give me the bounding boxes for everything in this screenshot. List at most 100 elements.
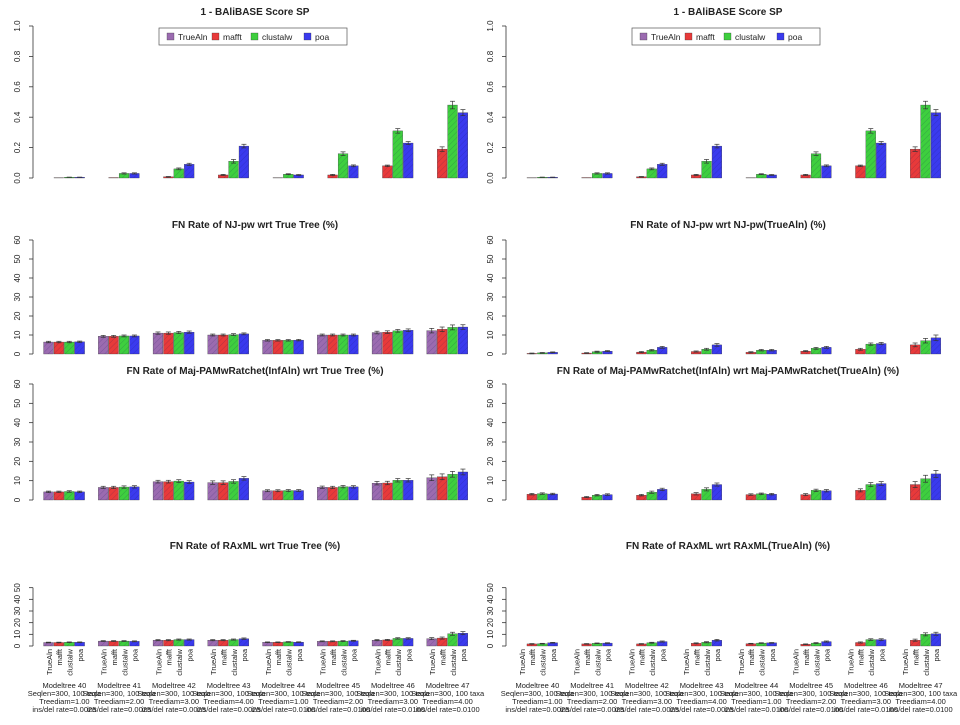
group-param-label: ins/del rate=0.0100 [416, 705, 480, 714]
bar-hatch [184, 332, 194, 354]
bar-hatch [184, 640, 194, 646]
y-tick-label: 50 [13, 254, 22, 263]
y-tick-label: 50 [486, 398, 495, 407]
y-tick-label: 0.8 [13, 50, 22, 62]
bar-hatch [273, 491, 283, 500]
bar-hatch [338, 154, 348, 178]
bar-hatch [174, 333, 184, 354]
y-tick-label: 50 [486, 254, 495, 263]
x-tick-label: clustalw [867, 648, 876, 675]
y-tick-label: 20 [13, 311, 22, 320]
y-tick-label: 10 [486, 330, 495, 339]
x-tick-label: TrueAln [264, 649, 273, 675]
bar-hatch [427, 331, 437, 354]
bar-hatch [263, 340, 273, 354]
legend-swatch-clustalw [724, 33, 731, 40]
x-tick-label: mafft [274, 648, 283, 665]
y-tick-label: 20 [13, 456, 22, 465]
bar-hatch [855, 166, 865, 178]
bar-hatch [349, 487, 359, 500]
bar-hatch [218, 335, 228, 354]
y-tick-label: 0.6 [486, 81, 495, 93]
chart-title: FN Rate of Maj-PAMwRatchet(InfAln) wrt T… [126, 366, 383, 377]
bar-hatch [458, 327, 468, 354]
x-tick-label: TrueAln [319, 649, 328, 675]
x-tick-label: poa [240, 648, 249, 661]
bar-hatch [931, 113, 941, 178]
bar-hatch [75, 492, 85, 500]
legend-label: TrueAln [651, 32, 681, 42]
x-tick-label: clustalw [339, 648, 348, 675]
x-tick-label: clustalw [449, 648, 458, 675]
bar-hatch [98, 487, 108, 500]
legend-label: clustalw [262, 32, 293, 42]
bar-hatch [876, 484, 886, 500]
y-tick-label: 30 [13, 437, 22, 446]
x-tick-label: clustalw [175, 648, 184, 675]
x-tick-label: mafft [438, 648, 447, 665]
bar-hatch [712, 146, 722, 178]
x-tick-label: TrueAln [627, 649, 636, 675]
y-tick-label: 40 [13, 418, 22, 427]
bar-hatch [338, 335, 348, 354]
bar-hatch [119, 487, 129, 500]
bar-hatch [657, 164, 667, 178]
x-tick-label: clustalw [648, 648, 657, 675]
y-tick-label: 30 [486, 292, 495, 301]
bar-hatch [702, 161, 712, 178]
bar-hatch [448, 105, 458, 178]
x-tick-label: mafft [55, 648, 64, 665]
x-tick-label: mafft [692, 648, 701, 665]
y-tick-label: 0.8 [486, 50, 495, 62]
bar-hatch [328, 487, 338, 500]
bar-hatch [54, 342, 64, 354]
bar-hatch [153, 482, 163, 500]
x-tick-label: TrueAln [100, 649, 109, 675]
x-tick-label: clustalw [120, 648, 129, 675]
chart-panel-5: FN Rate of Maj-PAMwRatchet(InfAln) wrt T… [13, 366, 468, 502]
x-tick-label: poa [185, 648, 194, 661]
x-tick-label: poa [768, 648, 777, 661]
x-tick-label: mafft [583, 648, 592, 665]
x-tick-label: poa [932, 648, 941, 661]
y-tick-label: 10 [13, 629, 22, 638]
y-tick-label: 60 [13, 235, 22, 244]
x-tick-label: clustalw [922, 648, 931, 675]
group-param-label: ins/del rate=0.0100 [889, 705, 953, 714]
bar-hatch [393, 638, 403, 646]
bar-hatch [263, 491, 273, 500]
y-tick-label: 10 [13, 330, 22, 339]
y-tick-label: 0 [486, 497, 495, 502]
legend-label: TrueAln [178, 32, 208, 42]
bar-hatch [437, 329, 447, 354]
x-tick-label: clustalw [285, 648, 294, 675]
bar-hatch [822, 166, 832, 178]
bar-hatch [382, 483, 392, 500]
x-tick-label: mafft [165, 648, 174, 665]
bar-hatch [372, 483, 382, 500]
legend-swatch-truealn [640, 33, 647, 40]
x-tick-label: TrueAln [573, 649, 582, 675]
bar-hatch [876, 344, 886, 354]
y-tick-label: 1.0 [13, 20, 22, 32]
bar-hatch [229, 335, 239, 354]
y-tick-label: 1.0 [486, 20, 495, 32]
bar-hatch [273, 340, 283, 354]
y-tick-label: 0.2 [486, 141, 495, 153]
chart-title: FN Rate of RAxML wrt RAxML(TrueAln) (%) [626, 541, 830, 552]
y-tick-label: 0.4 [13, 111, 22, 123]
legend-label: mafft [696, 32, 715, 42]
x-tick-label: poa [658, 648, 667, 661]
bar-hatch [866, 485, 876, 500]
x-tick-label: clustalw [539, 648, 548, 675]
x-tick-label: poa [404, 648, 413, 661]
y-tick-label: 40 [486, 594, 495, 603]
bar-hatch [427, 478, 437, 500]
bar-hatch [437, 477, 447, 500]
legend-swatch-mafft [212, 33, 219, 40]
x-tick-label: clustalw [703, 648, 712, 675]
bar-hatch [317, 335, 327, 354]
x-tick-label: clustalw [66, 648, 75, 675]
x-tick-label: poa [713, 648, 722, 661]
y-tick-label: 40 [13, 273, 22, 282]
